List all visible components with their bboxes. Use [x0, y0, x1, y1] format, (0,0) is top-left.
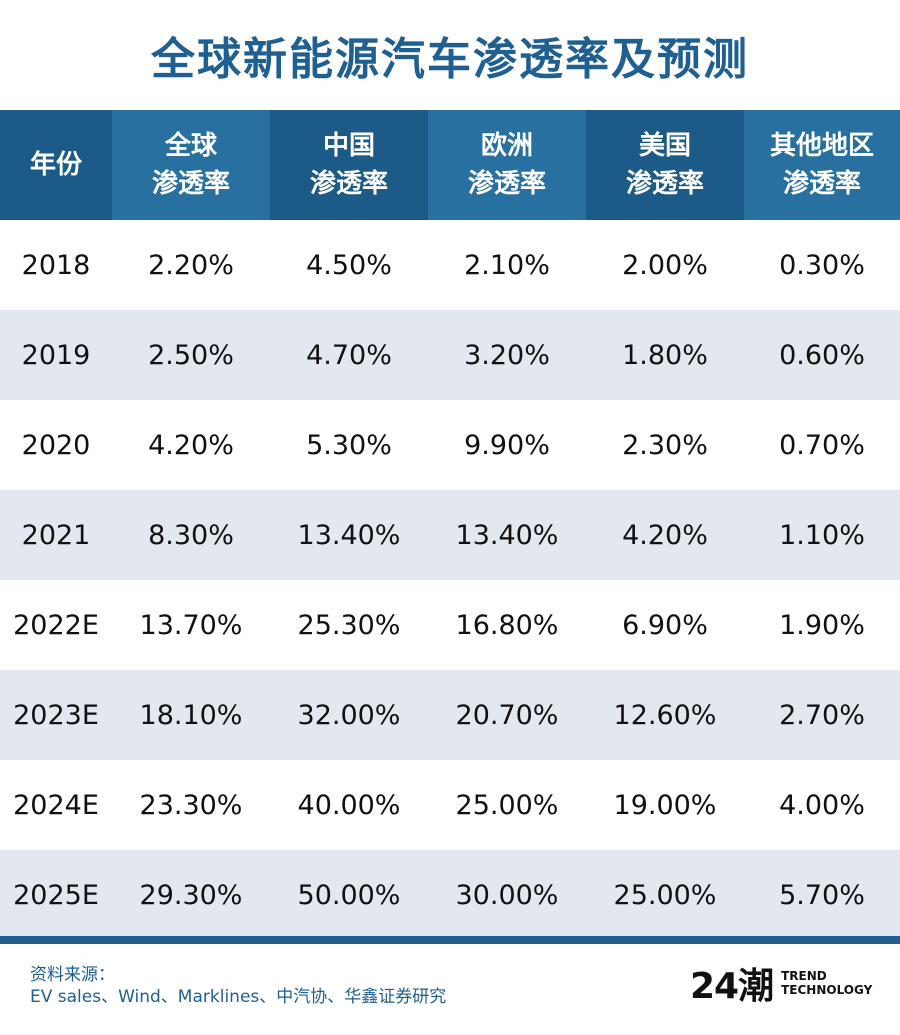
header-usa: 美国 渗透率: [586, 110, 744, 220]
cell-europe: 25.00%: [428, 760, 586, 850]
table-row: 2019 2.50% 4.70% 3.20% 1.80% 0.60%: [0, 310, 900, 400]
logo-text: TREND TECHNOLOGY: [781, 969, 872, 997]
cell-europe: 3.20%: [428, 310, 586, 400]
cell-usa: 6.90%: [586, 580, 744, 670]
penetration-table: 年份 全球 渗透率 中国 渗透率 欧洲 渗透率 美国 渗透率 其他地区 渗透率: [0, 110, 900, 940]
cell-china: 32.00%: [270, 670, 428, 760]
cell-year: 2024E: [0, 760, 112, 850]
logo-mark: 24潮: [690, 966, 774, 1007]
cell-europe: 20.70%: [428, 670, 586, 760]
cell-other: 0.30%: [744, 220, 900, 310]
cell-usa: 12.60%: [586, 670, 744, 760]
table-row: 2025E 29.30% 50.00% 30.00% 25.00% 5.70%: [0, 850, 900, 940]
page-title: 全球新能源汽车渗透率及预测: [151, 34, 749, 85]
cell-global: 18.10%: [112, 670, 270, 760]
cell-usa: 2.30%: [586, 400, 744, 490]
cell-year: 2018: [0, 220, 112, 310]
cell-usa: 19.00%: [586, 760, 744, 850]
source-note: 资料来源： EV sales、Wind、Marklines、中汽协、华鑫证券研究: [30, 964, 446, 1008]
table-row: 2023E 18.10% 32.00% 20.70% 12.60% 2.70%: [0, 670, 900, 760]
header-year: 年份: [0, 110, 112, 220]
brand-logo: 24潮 TREND TECHNOLOGY: [690, 958, 880, 1008]
source-text: EV sales、Wind、Marklines、中汽协、华鑫证券研究: [30, 987, 447, 1007]
header-global: 全球 渗透率: [112, 110, 270, 220]
cell-year: 2025E: [0, 850, 112, 940]
cell-global: 29.30%: [112, 850, 270, 940]
cell-other: 4.00%: [744, 760, 900, 850]
cell-china: 50.00%: [270, 850, 428, 940]
cell-global: 2.50%: [112, 310, 270, 400]
cell-global: 2.20%: [112, 220, 270, 310]
cell-year: 2019: [0, 310, 112, 400]
cell-usa: 2.00%: [586, 220, 744, 310]
cell-europe: 2.10%: [428, 220, 586, 310]
cell-global: 23.30%: [112, 760, 270, 850]
bottom-divider: [0, 936, 900, 944]
cell-china: 25.30%: [270, 580, 428, 670]
cell-europe: 30.00%: [428, 850, 586, 940]
cell-global: 13.70%: [112, 580, 270, 670]
cell-china: 13.40%: [270, 490, 428, 580]
cell-usa: 1.80%: [586, 310, 744, 400]
logo-line-2: TECHNOLOGY: [781, 983, 873, 997]
cell-other: 1.90%: [744, 580, 900, 670]
cell-year: 2020: [0, 400, 112, 490]
cell-other: 0.70%: [744, 400, 900, 490]
cell-other: 2.70%: [744, 670, 900, 760]
cell-year: 2021: [0, 490, 112, 580]
table-header-row: 年份 全球 渗透率 中国 渗透率 欧洲 渗透率 美国 渗透率 其他地区 渗透率: [0, 110, 900, 220]
cell-year: 2022E: [0, 580, 112, 670]
header-other: 其他地区 渗透率: [744, 110, 900, 220]
cell-other: 1.10%: [744, 490, 900, 580]
cell-europe: 9.90%: [428, 400, 586, 490]
cell-china: 4.50%: [270, 220, 428, 310]
header-europe: 欧洲 渗透率: [428, 110, 586, 220]
cell-year: 2023E: [0, 670, 112, 760]
table-row: 2021 8.30% 13.40% 13.40% 4.20% 1.10%: [0, 490, 900, 580]
table-row: 2020 4.20% 5.30% 9.90% 2.30% 0.70%: [0, 400, 900, 490]
cell-usa: 4.20%: [586, 490, 744, 580]
header-china: 中国 渗透率: [270, 110, 428, 220]
logo-line-1: TREND: [781, 969, 827, 983]
cell-global: 8.30%: [112, 490, 270, 580]
cell-china: 4.70%: [270, 310, 428, 400]
cell-europe: 13.40%: [428, 490, 586, 580]
table-row: 2018 2.20% 4.50% 2.10% 2.00% 0.30%: [0, 220, 900, 310]
table-row: 2022E 13.70% 25.30% 16.80% 6.90% 1.90%: [0, 580, 900, 670]
cell-china: 40.00%: [270, 760, 428, 850]
cell-other: 0.60%: [744, 310, 900, 400]
source-label: 资料来源：: [30, 965, 115, 985]
cell-usa: 25.00%: [586, 850, 744, 940]
cell-other: 5.70%: [744, 850, 900, 940]
table-row: 2024E 23.30% 40.00% 25.00% 19.00% 4.00%: [0, 760, 900, 850]
cell-europe: 16.80%: [428, 580, 586, 670]
cell-global: 4.20%: [112, 400, 270, 490]
cell-china: 5.30%: [270, 400, 428, 490]
